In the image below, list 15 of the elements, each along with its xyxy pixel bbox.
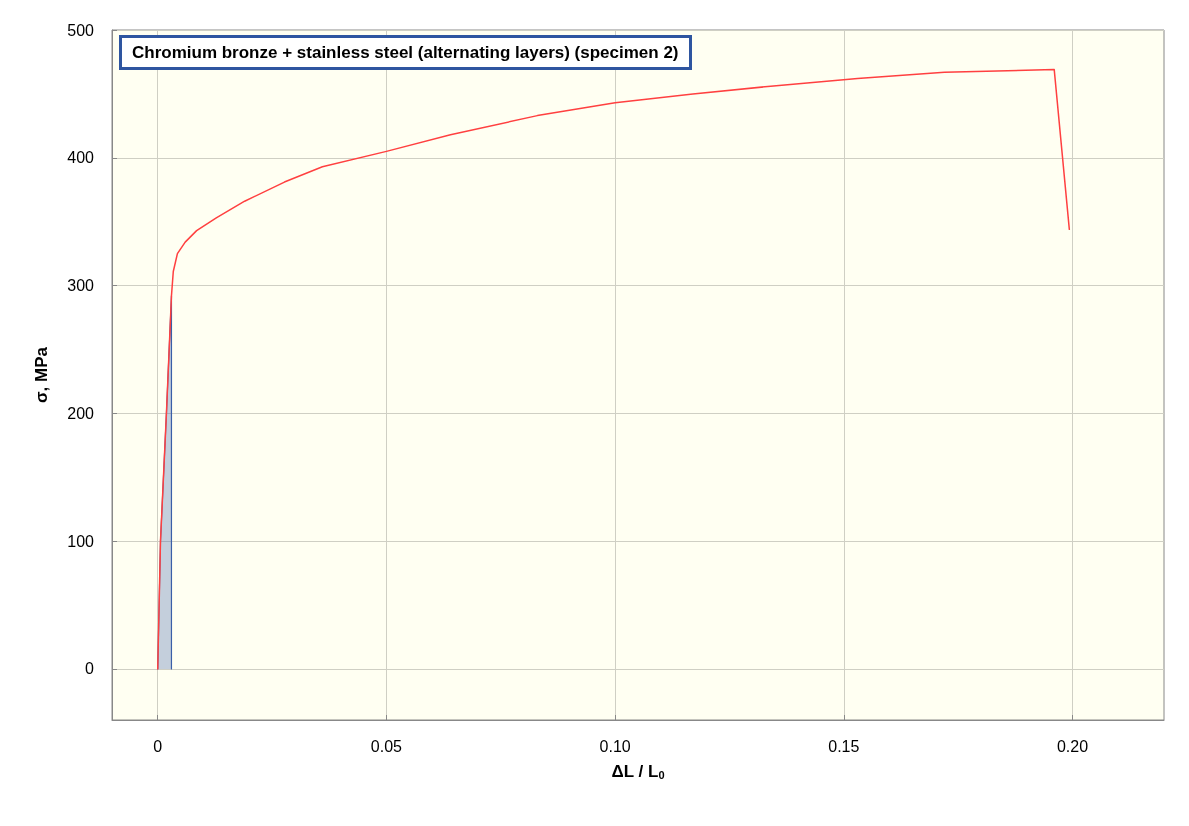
y-tick-label: 200	[67, 404, 95, 422]
x-tick-label: 0.05	[370, 737, 403, 755]
x-tick-label: 0.15	[828, 737, 860, 755]
y-tick-label: 0	[85, 660, 95, 678]
y-axis-title: σ, MPa	[32, 346, 51, 404]
y-tick-label: 300	[67, 277, 95, 295]
x-tick-label: 0	[153, 737, 163, 755]
y-tick-label: 400	[67, 149, 95, 167]
x-axis-title: ΔL / L0	[611, 761, 665, 782]
x-tick-label: 0.20	[1056, 737, 1089, 755]
x-tick-label: 0.10	[599, 737, 631, 755]
y-tick-label: 500	[67, 21, 95, 39]
text: Chromium bronze + stainless steel (alternating layers) (specimen 2)	[132, 43, 679, 62]
line-series	[156, 68, 1071, 670]
y-tick-label: 100	[67, 532, 95, 550]
